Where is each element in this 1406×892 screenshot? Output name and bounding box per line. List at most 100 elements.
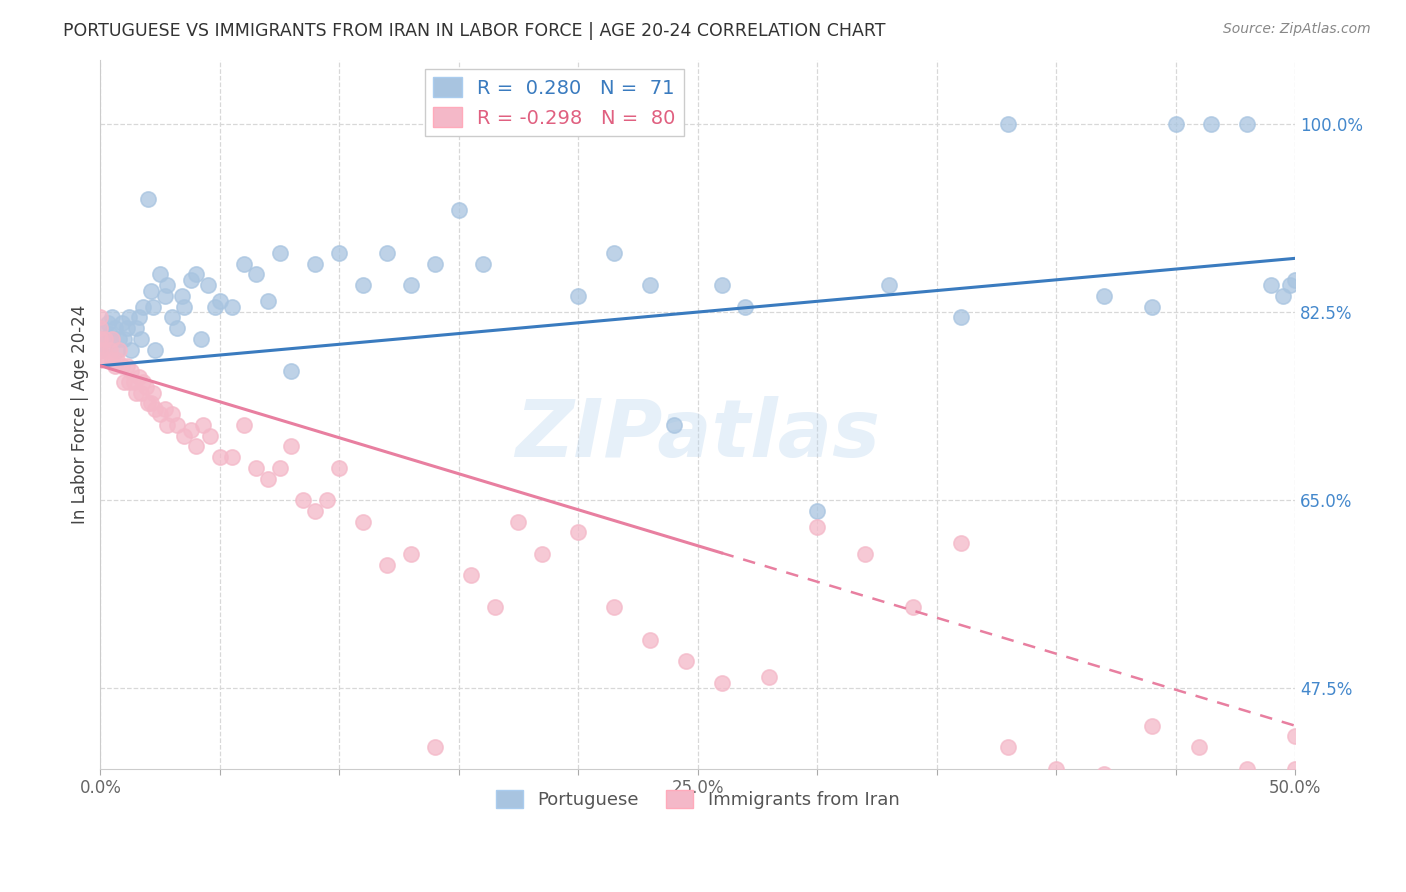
Point xyxy=(662,417,685,432)
Point xyxy=(1140,719,1163,733)
Point xyxy=(111,316,134,330)
Point xyxy=(184,268,207,282)
Point xyxy=(328,246,350,260)
Point xyxy=(94,332,117,346)
Point xyxy=(447,202,470,217)
Point xyxy=(710,278,733,293)
Point xyxy=(129,332,152,346)
Point xyxy=(269,246,291,260)
Point xyxy=(156,278,179,293)
Point xyxy=(269,460,291,475)
Point xyxy=(191,417,214,432)
Point xyxy=(1092,767,1115,781)
Point xyxy=(98,326,121,341)
Point xyxy=(471,257,494,271)
Point xyxy=(105,353,128,368)
Point xyxy=(132,300,155,314)
Point xyxy=(1092,289,1115,303)
Point xyxy=(89,310,111,325)
Point xyxy=(1284,783,1306,797)
Point xyxy=(180,423,202,437)
Point xyxy=(399,278,422,293)
Point xyxy=(94,332,117,346)
Point xyxy=(139,396,162,410)
Point xyxy=(204,300,226,314)
Point xyxy=(221,450,243,464)
Point xyxy=(292,493,315,508)
Point xyxy=(460,568,482,582)
Point xyxy=(495,117,517,131)
Point xyxy=(112,375,135,389)
Point xyxy=(89,321,111,335)
Point xyxy=(190,332,212,346)
Point xyxy=(603,246,626,260)
Point xyxy=(997,117,1019,131)
Point xyxy=(304,257,326,271)
Point xyxy=(89,321,111,335)
Point xyxy=(1284,783,1306,797)
Point xyxy=(197,278,219,293)
Point xyxy=(877,278,900,293)
Point xyxy=(603,600,626,615)
Point xyxy=(375,558,398,572)
Point xyxy=(143,343,166,357)
Point xyxy=(115,321,138,335)
Point xyxy=(136,192,159,206)
Point xyxy=(1284,273,1306,287)
Text: PORTUGUESE VS IMMIGRANTS FROM IRAN IN LABOR FORCE | AGE 20-24 CORRELATION CHART: PORTUGUESE VS IMMIGRANTS FROM IRAN IN LA… xyxy=(63,22,886,40)
Point xyxy=(104,359,127,373)
Point xyxy=(166,321,188,335)
Point xyxy=(758,670,780,684)
Point xyxy=(160,310,183,325)
Point xyxy=(508,515,530,529)
Point xyxy=(1279,278,1302,293)
Point xyxy=(149,268,172,282)
Point xyxy=(806,504,828,518)
Point xyxy=(531,547,554,561)
Point xyxy=(125,321,148,335)
Point xyxy=(1188,740,1211,755)
Point xyxy=(352,278,374,293)
Point xyxy=(128,310,150,325)
Point xyxy=(1284,730,1306,744)
Point xyxy=(675,654,697,668)
Point xyxy=(949,536,972,550)
Point xyxy=(89,343,111,357)
Point xyxy=(118,310,141,325)
Point xyxy=(232,257,254,271)
Point xyxy=(245,460,267,475)
Point xyxy=(734,300,756,314)
Point xyxy=(108,332,131,346)
Point xyxy=(122,375,145,389)
Point xyxy=(98,343,121,357)
Point xyxy=(710,675,733,690)
Point xyxy=(101,353,124,368)
Point xyxy=(96,316,118,330)
Point xyxy=(89,332,111,346)
Point xyxy=(132,375,155,389)
Point xyxy=(1284,783,1306,797)
Point xyxy=(120,343,142,357)
Point xyxy=(304,504,326,518)
Point xyxy=(173,300,195,314)
Point xyxy=(484,600,506,615)
Point xyxy=(221,300,243,314)
Point xyxy=(567,525,589,540)
Point xyxy=(208,294,231,309)
Point xyxy=(901,600,924,615)
Point xyxy=(105,343,128,357)
Point xyxy=(120,364,142,378)
Point xyxy=(166,417,188,432)
Point xyxy=(638,278,661,293)
Point xyxy=(101,332,124,346)
Legend: Portuguese, Immigrants from Iran: Portuguese, Immigrants from Iran xyxy=(489,782,907,816)
Point xyxy=(170,289,193,303)
Point xyxy=(200,428,222,442)
Point xyxy=(997,740,1019,755)
Point xyxy=(316,493,339,508)
Text: Source: ZipAtlas.com: Source: ZipAtlas.com xyxy=(1223,22,1371,37)
Point xyxy=(245,268,267,282)
Point xyxy=(128,369,150,384)
Point xyxy=(184,439,207,453)
Point xyxy=(125,385,148,400)
